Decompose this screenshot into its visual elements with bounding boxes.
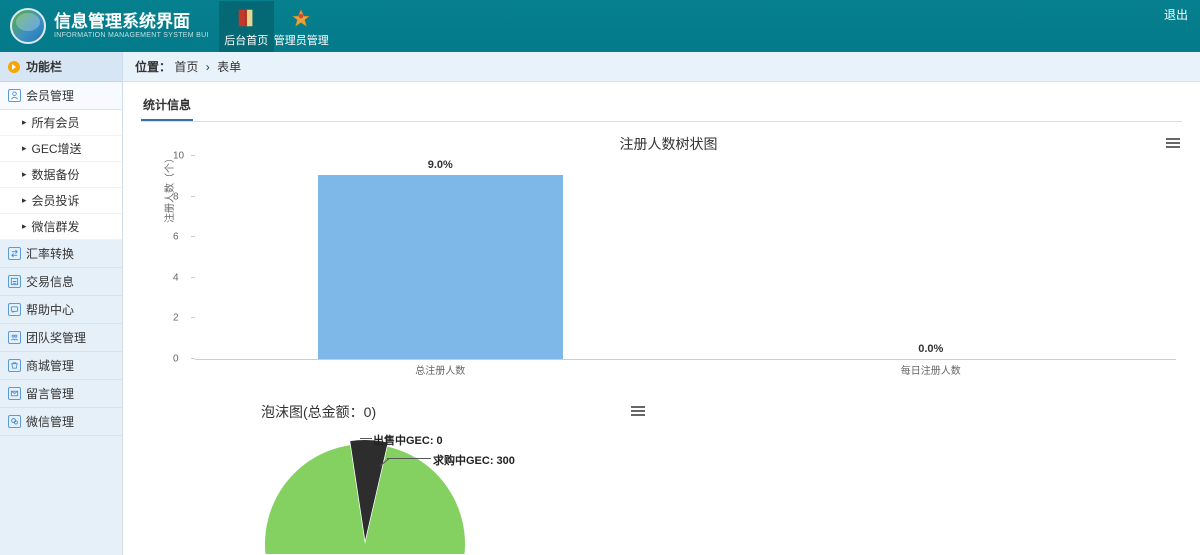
sidebar-sub-backup[interactable]: 数据备份 bbox=[0, 162, 122, 188]
sidebar-label: 商城管理 bbox=[26, 357, 74, 374]
sidebar-sublist: 所有会员 GEC增送 数据备份 会员投诉 微信群发 bbox=[0, 110, 122, 240]
sidebar: 功能栏 会员管理 所有会员 GEC增送 数据备份 会员投诉 微信群发 汇率转换 … bbox=[0, 52, 123, 555]
help-icon bbox=[8, 303, 21, 316]
sidebar-header: 功能栏 bbox=[0, 52, 122, 82]
app-header: 信息管理系统界面 INFORMATION MANAGEMENT SYSTEM B… bbox=[0, 0, 1200, 52]
message-icon bbox=[8, 387, 21, 400]
logo-icon bbox=[10, 8, 46, 44]
sidebar-item-shop[interactable]: 商城管理 bbox=[0, 352, 122, 380]
sidebar-item-message[interactable]: 留言管理 bbox=[0, 380, 122, 408]
sidebar-label: 留言管理 bbox=[26, 385, 74, 402]
pie-label: 出售中GEC: 0 bbox=[373, 432, 443, 448]
sidebar-label: 微信管理 bbox=[26, 413, 74, 430]
system-subtitle: INFORMATION MANAGEMENT SYSTEM BUI bbox=[54, 32, 209, 39]
sidebar-item-exchange[interactable]: 汇率转换 bbox=[0, 240, 122, 268]
arrow-icon bbox=[8, 61, 20, 73]
members-icon bbox=[8, 89, 21, 102]
tab-stats[interactable]: 统计信息 bbox=[141, 92, 193, 121]
nav-home[interactable]: 后台首页 bbox=[219, 1, 274, 52]
breadcrumb-sep: › bbox=[206, 60, 210, 74]
shop-icon bbox=[8, 359, 21, 372]
pie-label: 求购中GEC: 300 bbox=[433, 452, 515, 468]
bar-value-label: 9.0% bbox=[428, 159, 453, 171]
logo-area: 信息管理系统界面 INFORMATION MANAGEMENT SYSTEM B… bbox=[0, 8, 219, 44]
x-category-label: 每日注册人数 bbox=[901, 362, 961, 377]
breadcrumb-item[interactable]: 表单 bbox=[217, 60, 241, 74]
system-title: 信息管理系统界面 bbox=[54, 13, 209, 32]
sidebar-sub-all-members[interactable]: 所有会员 bbox=[0, 110, 122, 136]
top-nav: 后台首页 管理员管理 bbox=[219, 1, 329, 52]
sidebar-item-trade[interactable]: 交易信息 bbox=[0, 268, 122, 296]
main-content: 位置： 首页 › 表单 统计信息 注册人数树状图 注册人数（个） 0246810… bbox=[123, 52, 1200, 555]
sidebar-item-wechat[interactable]: 微信管理 bbox=[0, 408, 122, 436]
sidebar-label: 汇率转换 bbox=[26, 245, 74, 262]
trade-icon bbox=[8, 275, 21, 288]
sidebar-label: 帮助中心 bbox=[26, 301, 74, 318]
y-axis-label: 注册人数（个） bbox=[161, 153, 176, 223]
team-icon bbox=[8, 331, 21, 344]
y-tick: 0 bbox=[173, 354, 179, 365]
bar-value-label: 0.0% bbox=[918, 343, 943, 355]
breadcrumb: 位置： 首页 › 表单 bbox=[123, 52, 1200, 82]
bar-chart: 注册人数树状图 注册人数（个） 02468109.0%总注册人数0.0%每日注册… bbox=[155, 130, 1182, 388]
x-category-label: 总注册人数 bbox=[415, 362, 465, 377]
breadcrumb-item[interactable]: 首页 bbox=[174, 60, 198, 74]
bar bbox=[318, 175, 563, 359]
chart-menu-icon[interactable] bbox=[631, 404, 645, 418]
nav-label: 后台首页 bbox=[219, 32, 274, 48]
sidebar-item-team[interactable]: 团队奖管理 bbox=[0, 324, 122, 352]
admin-icon bbox=[290, 7, 312, 29]
y-tick: 2 bbox=[173, 313, 179, 324]
nav-admin[interactable]: 管理员管理 bbox=[274, 1, 329, 52]
book-icon bbox=[235, 7, 257, 29]
sidebar-item-members[interactable]: 会员管理 bbox=[0, 82, 122, 110]
chart-menu-icon[interactable] bbox=[1166, 136, 1180, 150]
sidebar-header-label: 功能栏 bbox=[26, 58, 62, 75]
chart-title: 泡沫图(总金额：0) bbox=[155, 398, 655, 424]
chart-title: 注册人数树状图 bbox=[155, 130, 1182, 156]
tab-bar: 统计信息 bbox=[141, 92, 1182, 122]
sidebar-label: 会员管理 bbox=[26, 87, 74, 104]
nav-label: 管理员管理 bbox=[274, 32, 329, 48]
sidebar-label: 团队奖管理 bbox=[26, 329, 86, 346]
wechat-icon bbox=[8, 415, 21, 428]
y-tick: 10 bbox=[173, 151, 184, 162]
sidebar-sub-complaint[interactable]: 会员投诉 bbox=[0, 188, 122, 214]
y-tick: 8 bbox=[173, 191, 179, 202]
y-tick: 4 bbox=[173, 272, 179, 283]
sidebar-label: 交易信息 bbox=[26, 273, 74, 290]
exchange-icon bbox=[8, 247, 21, 260]
sidebar-sub-wechat-send[interactable]: 微信群发 bbox=[0, 214, 122, 240]
logout-link[interactable]: 退出 bbox=[1152, 6, 1200, 23]
plot-area: 注册人数（个） 02468109.0%总注册人数0.0%每日注册人数 bbox=[195, 156, 1176, 360]
sidebar-sub-gec[interactable]: GEC增送 bbox=[0, 136, 122, 162]
breadcrumb-prefix: 位置： bbox=[135, 60, 171, 74]
sidebar-item-help[interactable]: 帮助中心 bbox=[0, 296, 122, 324]
y-tick: 6 bbox=[173, 232, 179, 243]
pie-chart: 泡沫图(总金额：0) 出售中GEC: 0 求购中GEC: 300 bbox=[155, 398, 655, 554]
